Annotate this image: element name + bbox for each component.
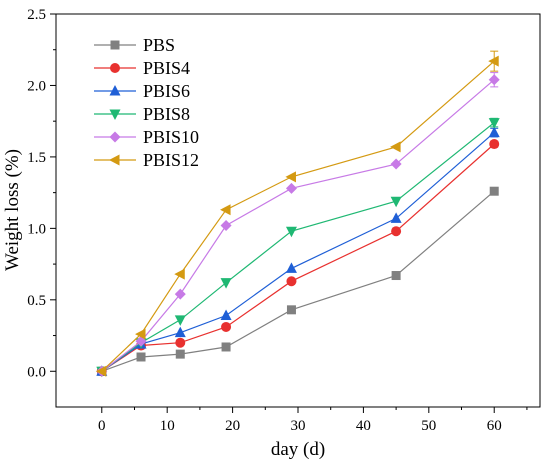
legend-marker-pbis8 [109, 109, 121, 120]
data-point-pbis12 [174, 268, 185, 280]
data-point-pbis4 [175, 337, 186, 348]
data-point-pbis4 [221, 321, 232, 332]
data-point-pbs [221, 342, 231, 352]
data-point-pbs [175, 349, 185, 359]
legend-marker-pbis10 [109, 131, 121, 143]
data-point-pbis8 [220, 278, 232, 289]
y-tick-label: 2.0 [27, 78, 46, 94]
data-point-pbis4 [489, 139, 500, 150]
legend: PBS PBIS4 PBIS6 PBIS8 PBIS10 PBIS12 [94, 35, 199, 170]
data-point-pbis4 [391, 226, 402, 237]
x-tick-label: 0 [98, 418, 106, 434]
x-tick-label: 30 [291, 418, 306, 434]
data-point-pbis6 [220, 309, 232, 321]
legend-label-pbis8: PBIS8 [143, 104, 190, 124]
legend-label-pbis4: PBIS4 [143, 58, 190, 78]
y-tick-label: 0.0 [27, 364, 46, 380]
data-point-pbis6 [488, 126, 500, 138]
series-pbis12 [95, 50, 499, 377]
legend-item-pbis12: PBIS12 [94, 150, 199, 170]
series-line-pbis4 [101, 143, 495, 372]
data-point-pbis12 [390, 141, 401, 153]
y-tick-label: 1.0 [27, 221, 46, 237]
legend-label-pbis10: PBIS10 [143, 127, 199, 147]
data-point-pbs [136, 352, 146, 362]
data-point-pbis6 [174, 326, 186, 338]
x-tick-label: 20 [225, 418, 240, 434]
data-point-pbis4 [286, 276, 297, 287]
data-point-pbs [391, 271, 401, 281]
data-point-pbis12 [135, 328, 146, 340]
y-tick-label: 0.5 [27, 293, 46, 309]
legend-item-pbis4: PBIS4 [94, 58, 190, 78]
data-point-pbs [286, 305, 296, 315]
data-point-pbis12 [220, 204, 231, 216]
legend-item-pbis6: PBIS6 [94, 81, 190, 101]
y-tick-label: 2.5 [27, 7, 46, 23]
legend-label-pbis6: PBIS6 [143, 81, 190, 101]
data-point-pbis10 [285, 182, 297, 194]
legend-item-pbs: PBS [94, 35, 175, 55]
series-pbs [97, 186, 499, 376]
data-point-pbis8 [390, 196, 402, 208]
data-point-pbis8 [285, 226, 297, 238]
x-axis: 0 10 20 30 40 50 60 [98, 407, 528, 434]
series-layer [95, 50, 500, 378]
data-point-pbis10 [488, 74, 500, 86]
data-point-pbis12 [285, 171, 296, 183]
data-point-pbis12 [488, 55, 499, 67]
data-point-pbis10 [220, 220, 232, 232]
data-point-pbis8 [488, 118, 500, 129]
x-tick-label: 50 [421, 418, 436, 434]
legend-marker-pbis6 [109, 85, 121, 96]
legend-label-pbs: PBS [143, 35, 175, 55]
data-point-pbis6 [390, 212, 402, 223]
plot-frame [55, 13, 541, 408]
x-tick-label: 40 [356, 418, 371, 434]
y-tick-label: 1.5 [27, 150, 46, 166]
data-point-pbs [489, 186, 499, 196]
legend-label-pbis12: PBIS12 [143, 150, 199, 170]
data-point-pbis12 [95, 365, 107, 377]
data-point-pbis10 [174, 288, 186, 300]
legend-marker-pbis4 [110, 63, 120, 73]
x-tick-label: 10 [160, 418, 175, 434]
y-axis: 0.0 0.5 1.0 1.5 2.0 2.5 [27, 7, 56, 380]
legend-item-pbis10: PBIS10 [94, 127, 199, 147]
data-point-pbis8 [174, 315, 186, 326]
legend-marker-pbis12 [109, 154, 120, 166]
legend-marker-pbs [110, 40, 120, 50]
y-axis-title: Weight loss (%) [2, 149, 23, 271]
x-axis-title: day (d) [271, 439, 325, 460]
data-point-pbis6 [285, 262, 297, 273]
data-point-pbis10 [390, 158, 402, 170]
x-tick-label: 60 [487, 418, 502, 434]
legend-item-pbis8: PBIS8 [94, 104, 190, 124]
